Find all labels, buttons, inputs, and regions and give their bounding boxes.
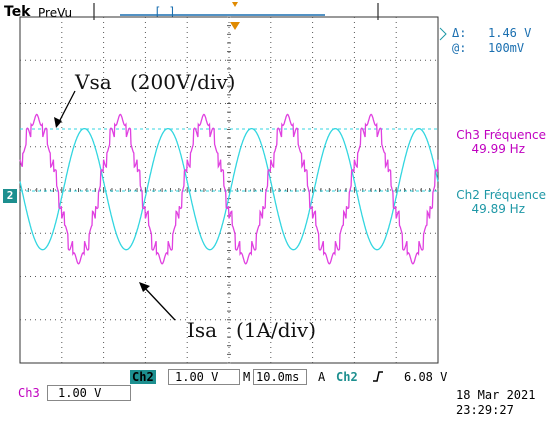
vsa-arrow <box>57 90 76 125</box>
ch3-scale-box[interactable]: 1.00 V <box>47 385 131 401</box>
cursor-lines <box>20 128 438 192</box>
vsa-label: Vsa <box>75 70 112 94</box>
time: 23:29:27 <box>456 403 514 417</box>
isa-scale-label: (1A/div) <box>236 318 317 342</box>
acquisition-mode-indicator: A <box>318 370 326 384</box>
vsa-scale-label: (200V/div) <box>130 70 236 94</box>
ch3-frequency-value: 49.99 Hz <box>471 142 526 156</box>
graticule <box>19 16 439 364</box>
isa-arrow <box>142 285 176 321</box>
ch2-scale: 1.00 V <box>175 370 219 384</box>
timebase-box[interactable]: 10.0ms <box>253 369 307 385</box>
ch2-scale-box[interactable]: 1.00 V <box>168 369 240 385</box>
ch2-frequency-label: Ch2 Fréquence <box>456 188 546 202</box>
timebase-value: 10.0ms <box>256 370 300 384</box>
cursor-at-value: 100mV <box>488 41 525 55</box>
cursor-arrow-icon <box>439 27 447 41</box>
trigger-level: 6.08 V <box>404 370 448 384</box>
rising-edge-icon <box>373 371 383 382</box>
record-window-bracket: [ ] <box>154 5 176 19</box>
date: 18 Mar 2021 <box>456 388 536 402</box>
ch3-label[interactable]: Ch3 <box>18 386 40 400</box>
trigger-marker-icon <box>230 22 240 30</box>
ch3-scale: 1.00 V <box>58 386 102 400</box>
ch2-badge[interactable]: Ch2 <box>130 370 156 384</box>
cursor-delta-value: 1.46 V <box>488 26 532 40</box>
ch3-waveform <box>19 113 439 265</box>
timebase-prefix: M <box>243 370 251 384</box>
cursor-delta-label: Δ: <box>452 26 467 40</box>
ch2-ground-marker[interactable]: 2 <box>3 189 17 203</box>
trigger-source[interactable]: Ch2 <box>336 370 358 384</box>
ch2-waveform <box>19 127 439 251</box>
vsa-arrowhead-icon <box>54 117 62 128</box>
isa-arrowhead-icon <box>139 282 150 292</box>
cursor-at-label: @: <box>452 41 467 55</box>
trigger-position-icon <box>232 2 238 7</box>
ch3-frequency-label: Ch3 Fréquence <box>456 128 546 142</box>
ch2-frequency-value: 49.89 Hz <box>471 202 526 216</box>
brand-logo: Tek <box>4 4 31 20</box>
isa-label: Isa <box>187 318 218 342</box>
